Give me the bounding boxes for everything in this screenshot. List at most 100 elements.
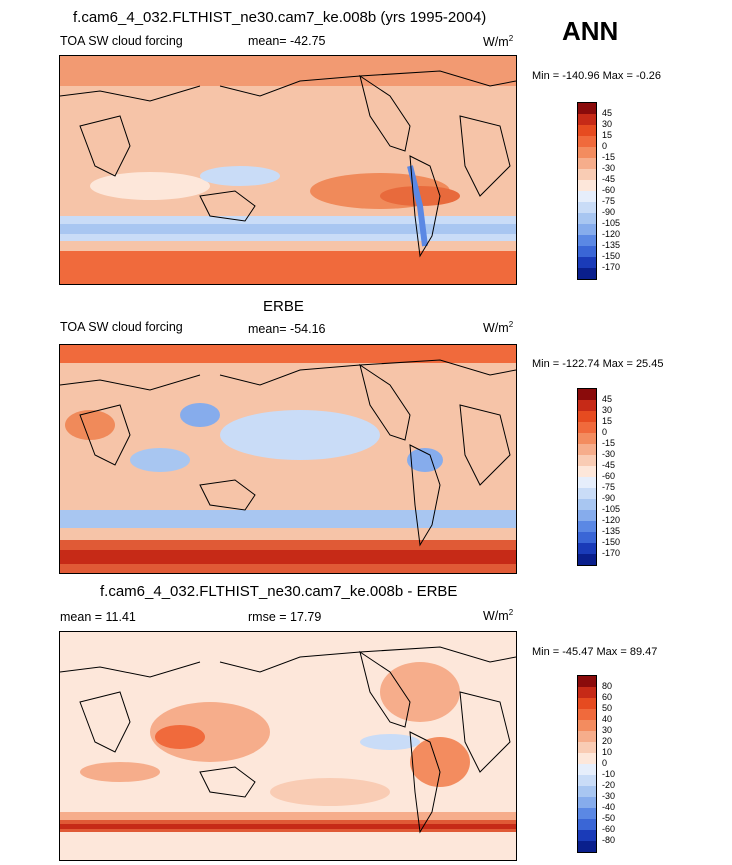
panel2-colorbar-tick: -135 xyxy=(602,526,621,536)
panel1-colorbar-swatch xyxy=(578,246,596,257)
panel2-colorbar-swatch xyxy=(578,389,596,400)
panel3-colorbar-tick: 60 xyxy=(602,692,613,702)
panel1-colorbar-tick: -15 xyxy=(602,152,616,162)
panel3-colorbar-swatch xyxy=(578,808,596,819)
panel1-colorbar-tick: 15 xyxy=(602,130,613,140)
panel2-colorbar-swatch xyxy=(578,521,596,532)
panel3-colorbar-tick: 80 xyxy=(602,681,613,691)
panel1-colorbar-swatch xyxy=(578,125,596,136)
panel2-minmax: Min = -122.74 Max = 25.45 xyxy=(532,358,664,370)
panel1-colorbar-swatch xyxy=(578,268,596,279)
panel3-colorbar-swatch xyxy=(578,676,596,687)
panel2-title: ERBE xyxy=(263,298,304,315)
panel3-minmax: Min = -45.47 Max = 89.47 xyxy=(532,646,658,658)
panel3-colorbar-tick: 20 xyxy=(602,736,613,746)
panel2-colorbar-swatch xyxy=(578,510,596,521)
panel2-colorbar-swatch xyxy=(578,433,596,444)
panel3-map xyxy=(59,631,517,861)
panel1-map xyxy=(59,55,517,285)
panel3-colorbar-tick: 10 xyxy=(602,747,613,757)
panel3-colorbar-swatch xyxy=(578,830,596,841)
panel1-colorbar-swatch xyxy=(578,103,596,114)
panel1-colorbar-swatch xyxy=(578,169,596,180)
panel1-colorbar-swatch xyxy=(578,257,596,268)
panel3-rmse: rmse = 17.79 xyxy=(248,610,322,624)
panel1-colorbar-swatch xyxy=(578,213,596,224)
panel3-colorbar-swatch xyxy=(578,819,596,830)
panel1-colorbar: 45 30 15 0 -15 -30 -45 -60 -75 -90 -105 … xyxy=(577,102,620,280)
panel3-map-svg xyxy=(60,632,516,860)
panel2-colorbar: 45 30 15 0 -15 -30 -45 -60 -75 -90 -105 … xyxy=(577,388,620,566)
panel3-colorbar-swatch xyxy=(578,687,596,698)
panel2-colorbar-swatch xyxy=(578,422,596,433)
panel2-map-svg xyxy=(60,345,516,573)
panel3-colorbar-swatch xyxy=(578,731,596,742)
panel1-units: W/m2 xyxy=(483,34,514,50)
panel1-colorbar-swatch xyxy=(578,136,596,147)
panel1-colorbar-tick: -75 xyxy=(602,196,616,206)
panel3-colorbar-swatch xyxy=(578,753,596,764)
panel1-variable-label: TOA SW cloud forcing xyxy=(60,34,183,48)
panel3-colorbar-tick: -50 xyxy=(602,813,616,823)
panel1-colorbar-tick: -150 xyxy=(602,251,621,261)
panel2-colorbar-tick: -30 xyxy=(602,449,616,459)
panel1-colorbar-swatch xyxy=(578,147,596,158)
panel1-colorbar-tick: -135 xyxy=(602,240,621,250)
panel2-colorbar-tick: -45 xyxy=(602,460,616,470)
panel2-colorbar-swatch xyxy=(578,543,596,554)
panel1-colorbar-tick: -30 xyxy=(602,163,616,173)
panel2-colorbar-swatch xyxy=(578,499,596,510)
panel1-colorbar-tick: 30 xyxy=(602,119,613,129)
panel3-units: W/m2 xyxy=(483,608,514,624)
panel2-colorbar-tick: 45 xyxy=(602,394,613,404)
panel2-colorbar-tick: -60 xyxy=(602,471,616,481)
panel3-colorbar-swatch xyxy=(578,841,596,852)
panel3-colorbar-tick: -20 xyxy=(602,780,616,790)
panel2-colorbar-tick: -170 xyxy=(602,548,621,558)
panel2-colorbar-swatch xyxy=(578,466,596,477)
panel2-colorbar-swatch xyxy=(578,554,596,565)
panel3-colorbar-tick: 30 xyxy=(602,725,613,735)
panel2-variable-label: TOA SW cloud forcing xyxy=(60,320,183,334)
panel3-colorbar: 80 60 50 40 30 20 10 0 -10 -20 -30 -40 -… xyxy=(577,675,615,853)
panel1-colorbar-tick: -90 xyxy=(602,207,616,217)
panel1-colorbar-tick: 45 xyxy=(602,108,613,118)
panel2-colorbar-swatch xyxy=(578,477,596,488)
panel3-colorbar-swatch xyxy=(578,775,596,786)
panel3-mean: mean = 11.41 xyxy=(60,610,136,624)
panel3-colorbar-tick: -10 xyxy=(602,769,616,779)
panel3-colorbar-tick: 0 xyxy=(602,758,608,768)
panel3-colorbar-swatch xyxy=(578,698,596,709)
panel2-colorbar-tick: -150 xyxy=(602,537,621,547)
panel1-colorbar-swatch xyxy=(578,224,596,235)
panel1-colorbar-swatch xyxy=(578,180,596,191)
panel2-mean: mean= -54.16 xyxy=(248,322,326,336)
panel2-colorbar-tick: 0 xyxy=(602,427,608,437)
panel1-colorbar-swatch xyxy=(578,191,596,202)
panel1-map-svg xyxy=(60,56,516,284)
panel3-colorbar-tick: -30 xyxy=(602,791,616,801)
panel2-colorbar-tick: -90 xyxy=(602,493,616,503)
panel1-mean: mean= -42.75 xyxy=(248,34,326,48)
panel2-colorbar-tick: -105 xyxy=(602,504,621,514)
panel2-colorbar-swatch xyxy=(578,400,596,411)
panel2-colorbar-tick: -15 xyxy=(602,438,616,448)
panel1-colorbar-swatch xyxy=(578,114,596,125)
season-label: ANN xyxy=(562,16,619,46)
panel1-colorbar-tick: -105 xyxy=(602,218,621,228)
panel1-colorbar-swatch xyxy=(578,235,596,246)
panel1-colorbar-tick: -170 xyxy=(602,262,621,272)
panel3-title: f.cam6_4_032.FLTHIST_ne30.cam7_ke.008b -… xyxy=(100,583,458,600)
panel3-colorbar-swatch xyxy=(578,786,596,797)
panel3-colorbar-swatch xyxy=(578,709,596,720)
panel1-colorbar-tick: -60 xyxy=(602,185,616,195)
panel3-colorbar-tick: -80 xyxy=(602,835,616,845)
panel2-units: W/m2 xyxy=(483,320,514,336)
panel3-colorbar-swatch xyxy=(578,720,596,731)
panel2-colorbar-tick: 15 xyxy=(602,416,613,426)
panel1-colorbar-swatch xyxy=(578,158,596,169)
panel2-colorbar-swatch xyxy=(578,455,596,466)
panel3-colorbar-tick: 40 xyxy=(602,714,613,724)
panel1-colorbar-tick: -120 xyxy=(602,229,621,239)
panel3-colorbar-tick: 50 xyxy=(602,703,613,713)
